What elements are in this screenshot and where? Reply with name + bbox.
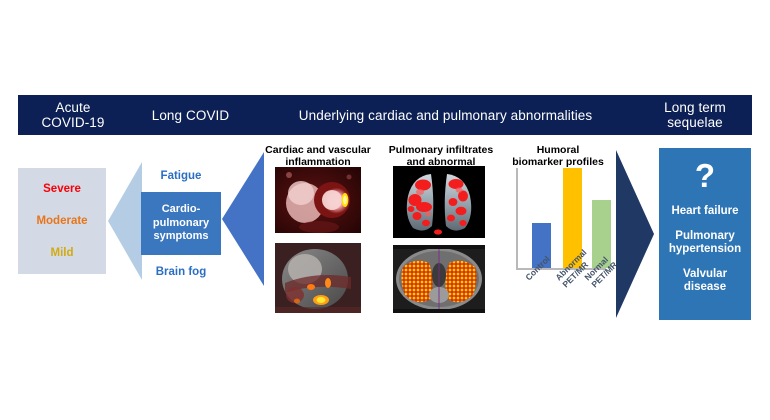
- symptom-brain-fog: Brain fog: [155, 266, 207, 278]
- header-acute-line2: COVID-19: [41, 115, 105, 130]
- bar-normal-pet-mr: [592, 200, 611, 268]
- image-cardiac-pet-mr-long-axis: [275, 243, 361, 313]
- outcome-valvular-disease: Valvular disease: [659, 268, 751, 295]
- symptom-fatigue: Fatigue: [160, 170, 202, 182]
- panel1-title-line2: inflammation: [285, 156, 351, 168]
- arrow-to-severity-icon: [108, 162, 142, 280]
- chart-plot-area: [518, 168, 611, 268]
- image-lung-ct-axial-perfusion: [393, 245, 485, 313]
- outcome-heart-failure-line1: Heart failure: [671, 205, 739, 217]
- header-sequelae-line1: Long term: [664, 100, 726, 115]
- arrow-to-long-covid-icon: [222, 152, 264, 286]
- header-long-covid: Long COVID: [151, 107, 230, 123]
- chart-y-axis: [516, 168, 518, 270]
- severity-item-severe: Severe: [43, 183, 81, 195]
- panel-title-cardiac: Cardiac and vascular inflammation: [262, 144, 374, 168]
- long-covid-symptoms-group: Fatigue Cardio- pulmonary symptoms Brain…: [140, 168, 222, 283]
- severity-box: Severe Moderate Mild: [18, 168, 106, 274]
- long-term-sequelae-box: ? Heart failure Pulmonary hypertension V…: [659, 148, 751, 320]
- bar-abnormal-pet-mr: [563, 168, 582, 268]
- header-long-term-sequelae: Long term sequelae: [638, 95, 752, 135]
- outcome-valvular-line1: Valvular: [682, 267, 728, 280]
- header-band: Acute COVID-19 Long COVID Underlying car…: [18, 95, 752, 135]
- header-underlying-abnormalities: Underlying cardiac and pulmonary abnorma…: [298, 107, 593, 123]
- header-acute-covid: Acute COVID-19: [18, 95, 128, 135]
- biomarker-bar-chart: Control Abnormal PET/MR Normal PET/MR: [508, 168, 619, 316]
- severity-item-mild: Mild: [50, 247, 74, 259]
- header-sequelae-line2: sequelae: [667, 115, 723, 130]
- header-acute-line1: Acute: [55, 100, 91, 115]
- panel3-title-line1: Humoral: [536, 144, 580, 156]
- outcome-heart-failure: Heart failure: [659, 205, 751, 219]
- question-mark-icon: ?: [694, 157, 716, 194]
- arrow-to-sequelae-icon: [616, 150, 654, 318]
- symptom-cardiopulmonary-box: Cardio- pulmonary symptoms: [141, 192, 221, 255]
- symptom-box-line1: Cardio-: [161, 203, 201, 216]
- symptom-box-line2: pulmonary: [152, 216, 210, 229]
- outcome-pulm-htn-line1: Pulmonary: [675, 229, 735, 242]
- outcome-valvular-line2: disease: [683, 281, 727, 293]
- panel-title-biomarker: Humoral biomarker profiles: [505, 144, 611, 168]
- panel2-title-line1: Pulmonary infiltrates: [388, 144, 494, 156]
- outcome-pulmonary-hypertension: Pulmonary hypertension: [659, 230, 751, 257]
- panel3-title-line2: biomarker profiles: [512, 156, 604, 168]
- image-cardiac-pet-mr-short-axis: [275, 167, 361, 233]
- severity-item-moderate: Moderate: [36, 215, 88, 227]
- panel1-title-line1: Cardiac and vascular: [265, 144, 371, 156]
- outcome-pulm-htn-line2: hypertension: [668, 243, 742, 255]
- bar-control: [532, 223, 551, 268]
- image-lung-perfusion-coronal: [393, 166, 485, 238]
- symptom-box-line3: symptoms: [153, 230, 209, 243]
- chart-x-axis: [516, 268, 606, 270]
